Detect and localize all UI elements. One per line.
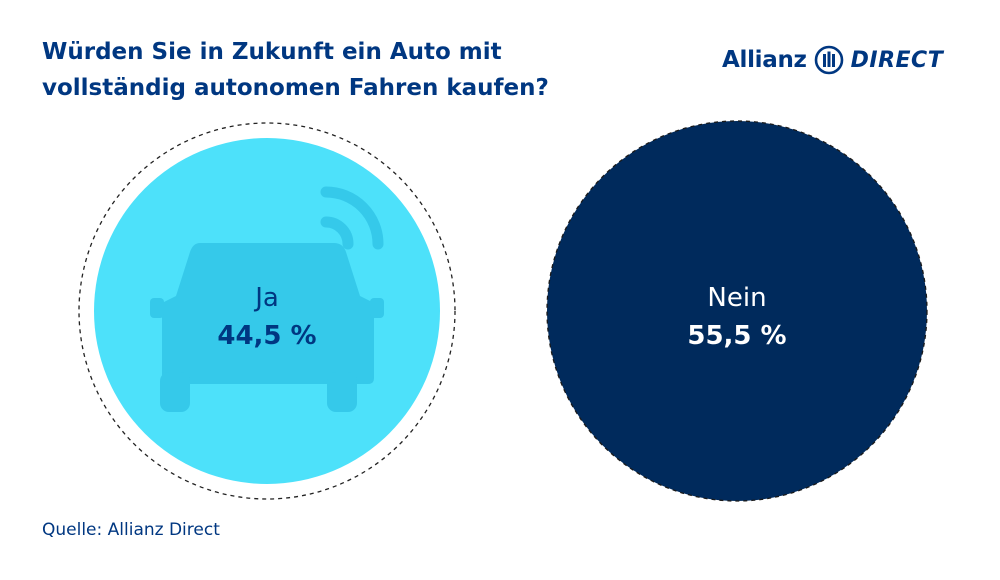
autonomous-car-icon	[150, 186, 384, 412]
chart-title-line-1: Würden Sie in Zukunft ein Auto mit	[42, 39, 502, 65]
bubble-nein: Nein 55,5 %	[546, 120, 928, 502]
bubble-ja: Ja 44,5 %	[78, 122, 456, 500]
bubble-ja-outline	[78, 122, 456, 500]
allianz-eagle-icon	[814, 45, 843, 75]
bubble-nein-value: 55,5 %	[687, 321, 786, 351]
bubble-nein-circle	[546, 120, 928, 502]
allianz-direct-logo: Allianz DIRECT	[722, 40, 943, 80]
bubble-ja-label: Ja	[253, 283, 279, 313]
source-note: Quelle: Allianz Direct	[42, 520, 220, 540]
chart-title: Würden Sie in Zukunft ein Auto mit volls…	[42, 34, 602, 106]
logo-brand-text: Allianz	[722, 47, 807, 73]
bubble-nein-label: Nein	[707, 283, 766, 313]
chart-title-line-2: vollständig autonomen Fahren kaufen?	[42, 75, 549, 101]
bubble-ja-value: 44,5 %	[217, 321, 316, 351]
logo-product-text: DIRECT	[850, 47, 944, 73]
